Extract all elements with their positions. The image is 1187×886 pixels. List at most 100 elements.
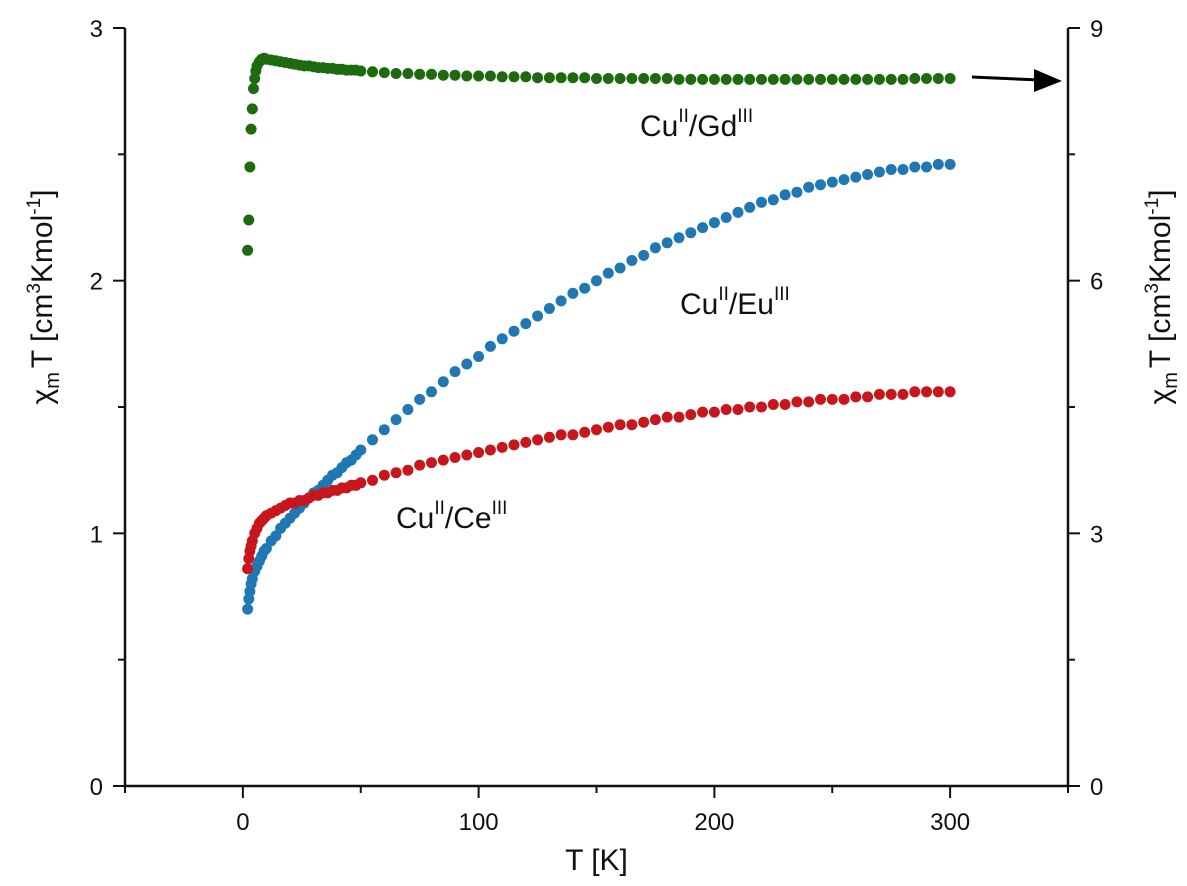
data-point [520,71,532,83]
y-left-tick-label: 0 [90,774,103,801]
data-point [862,169,874,180]
y-left-tick-label: 3 [90,16,103,43]
data-point [626,419,638,431]
data-point [390,68,402,79]
data-point [767,399,779,410]
y-left-t: T [cm [26,294,59,368]
data-point [732,404,744,415]
y-right-tick-label: 3 [1090,521,1103,548]
data-point [367,434,378,446]
data-point [390,414,402,426]
x-tick-label: 300 [930,809,970,836]
data-point [826,176,838,188]
data-point [532,72,544,84]
label-eu-slash: /Eu [729,288,774,321]
data-point [720,212,732,223]
data-point [932,73,944,84]
data-point [367,474,378,486]
data-point [449,69,461,81]
data-point [579,426,591,438]
data-point [567,72,579,84]
series-gd [242,52,956,256]
data-point [461,70,473,82]
y-left-chi: χ [26,389,59,405]
data-point [850,73,862,85]
data-point [673,411,685,423]
data-point [579,72,591,84]
y-left-tick-label: 2 [90,269,103,296]
data-point [708,217,720,229]
y-left-sup2: -1 [24,198,45,215]
data-point [473,351,485,362]
data-point [732,206,744,218]
data-point [520,436,532,448]
data-point [838,174,850,186]
label-eu-cu: Cu [680,288,718,321]
data-point [921,386,932,398]
data-point [626,73,638,84]
data-point [555,295,567,307]
data-point [579,282,591,294]
data-point [402,404,414,415]
data-point [543,72,555,84]
y-right-sup2: -1 [1142,198,1163,215]
label-gd-sup1: II [678,106,689,127]
data-point [243,214,255,226]
plot-frame [123,28,1070,788]
data-point [826,393,838,405]
x-tick-label: 100 [459,809,499,836]
data-point [708,73,720,85]
data-point [414,68,426,80]
y-right-sub: m [1160,372,1182,389]
data-point [508,325,520,337]
data-point [242,563,254,575]
y-right-t: T [cm [1144,294,1177,368]
data-point [897,164,909,175]
data-point [744,201,756,213]
data-point [897,73,909,85]
data-point [602,73,614,84]
data-point [873,166,885,178]
data-point [791,396,803,408]
data-point [591,73,602,84]
data-point [685,409,697,421]
data-point [437,69,449,81]
data-point [437,376,449,388]
data-point [944,386,956,398]
data-point [508,71,520,83]
data-point [697,406,709,418]
series-ce [242,386,956,575]
data-point [815,73,826,85]
data-point [838,393,850,405]
data-point [543,431,555,443]
y-right-mid: Kmol [1144,215,1177,283]
tick-labels: 0 100 200 300 0 1 2 3 0 3 6 9 [90,16,1104,836]
y-left-sub: m [42,372,64,389]
data-point [909,73,921,84]
y-right-chi: χ [1144,389,1177,405]
data-point [567,429,579,441]
data-point [697,222,709,234]
label-eu-sup2: III [774,284,790,305]
left-y-axis-title: χm T [cm3Kmol-1] [24,189,64,404]
y-left-sup1: 3 [24,283,45,294]
data-point [614,73,626,84]
data-point [520,318,532,330]
right-y-axis-title: χm T [cm3Kmol-1] [1142,189,1182,404]
data-point [779,399,791,410]
data-point [591,424,602,436]
data-point [378,424,390,436]
data-point [246,103,258,115]
data-point [932,158,944,170]
data-point [378,469,390,481]
label-ce-sup1: II [434,498,445,519]
data-point [638,73,650,84]
y-right-tick-label: 9 [1090,16,1103,43]
data-point [614,419,626,431]
data-point [826,73,838,85]
data-point [638,416,650,428]
data-point [685,73,697,85]
data-point [862,73,874,85]
x-tick-label: 0 [236,809,249,836]
tick-marks [113,27,1080,798]
